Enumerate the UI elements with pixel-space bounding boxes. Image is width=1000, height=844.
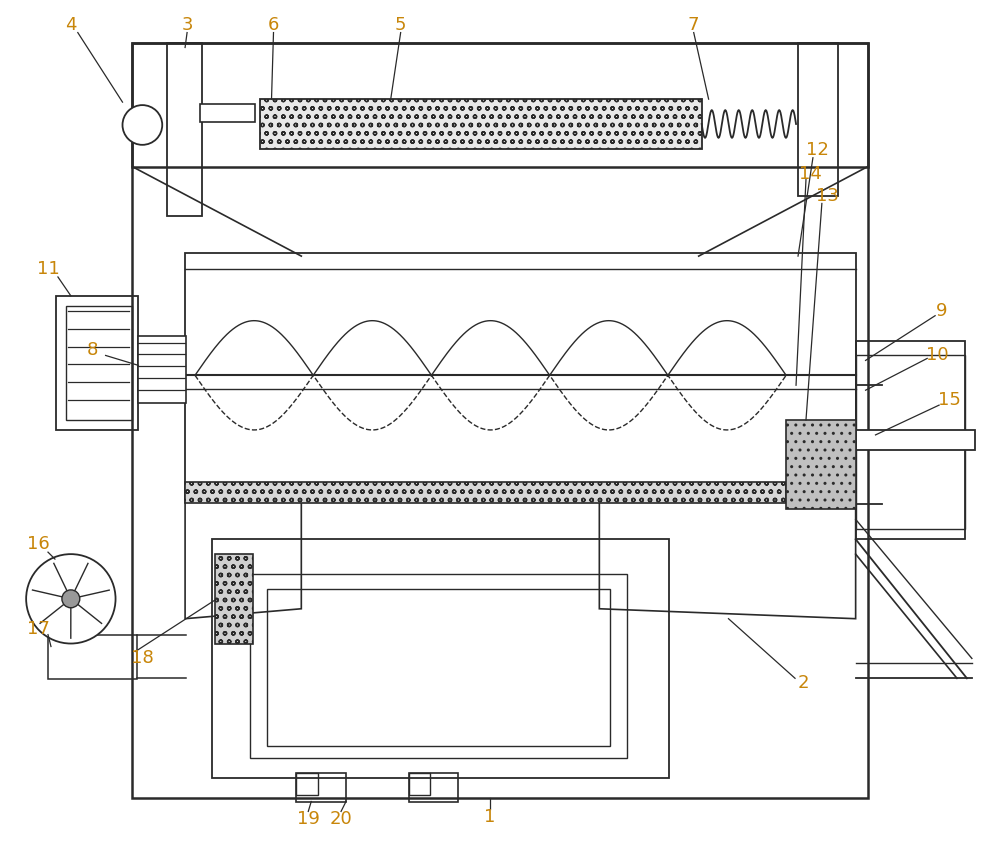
Bar [250,574,627,758]
Bar [66,306,132,420]
Polygon shape [185,500,301,619]
Bar [132,42,868,798]
Circle shape [62,590,80,608]
Text: 1: 1 [484,809,496,826]
Bar [167,42,202,216]
Bar [409,772,430,794]
Text: 6: 6 [268,16,279,34]
Bar [185,482,786,504]
Text: 8: 8 [87,342,98,360]
Bar [132,42,868,167]
Bar [798,42,838,197]
Text: 12: 12 [806,141,829,159]
Bar [296,772,318,794]
Bar [856,340,965,539]
Text: 13: 13 [816,187,839,205]
Bar [200,104,255,122]
Text: 20: 20 [330,810,352,828]
Text: 15: 15 [938,391,960,409]
Circle shape [123,106,162,145]
Bar [185,253,856,500]
Bar [856,430,975,450]
Circle shape [26,555,116,643]
Polygon shape [599,500,856,619]
Text: 16: 16 [27,535,49,553]
Text: 14: 14 [799,165,821,182]
Bar [138,336,186,403]
Text: 5: 5 [395,16,406,34]
Bar [296,772,346,803]
Bar [212,539,669,777]
Bar [215,555,253,643]
Text: 9: 9 [936,302,948,320]
Bar [856,355,965,529]
Bar [260,99,702,149]
Bar [786,420,856,510]
Text: 10: 10 [926,346,948,365]
Text: 7: 7 [688,16,699,34]
Text: 19: 19 [297,810,320,828]
Text: 18: 18 [131,649,154,668]
Text: 3: 3 [181,16,193,34]
Bar [48,635,137,679]
Bar [56,296,138,430]
Bar [409,772,458,803]
Text: 11: 11 [37,260,59,278]
Text: 17: 17 [27,619,49,637]
Text: 2: 2 [797,674,809,692]
Bar [267,589,610,746]
Text: 4: 4 [65,16,77,34]
